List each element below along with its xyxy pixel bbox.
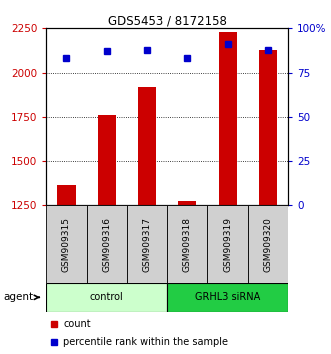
Text: GSM909320: GSM909320 — [263, 217, 272, 272]
Text: GSM909315: GSM909315 — [62, 217, 71, 272]
Bar — [138, 87, 156, 205]
Bar — [57, 185, 75, 205]
Text: control: control — [90, 292, 123, 302]
Bar — [178, 201, 196, 205]
Title: GDS5453 / 8172158: GDS5453 / 8172158 — [108, 14, 227, 27]
Text: agent: agent — [3, 292, 39, 302]
Bar — [218, 32, 237, 205]
Text: GRHL3 siRNA: GRHL3 siRNA — [195, 292, 260, 302]
FancyBboxPatch shape — [167, 205, 208, 283]
Text: GSM909318: GSM909318 — [183, 217, 192, 272]
FancyBboxPatch shape — [46, 205, 87, 283]
Bar — [98, 115, 116, 205]
FancyBboxPatch shape — [46, 283, 167, 312]
FancyBboxPatch shape — [87, 205, 127, 283]
Text: GSM909316: GSM909316 — [102, 217, 111, 272]
FancyBboxPatch shape — [167, 283, 288, 312]
Bar — [259, 50, 277, 205]
Text: GSM909319: GSM909319 — [223, 217, 232, 272]
FancyBboxPatch shape — [248, 205, 288, 283]
FancyBboxPatch shape — [127, 205, 167, 283]
FancyBboxPatch shape — [208, 205, 248, 283]
Text: GSM909317: GSM909317 — [143, 217, 152, 272]
Text: percentile rank within the sample: percentile rank within the sample — [63, 337, 228, 347]
Text: count: count — [63, 319, 91, 329]
